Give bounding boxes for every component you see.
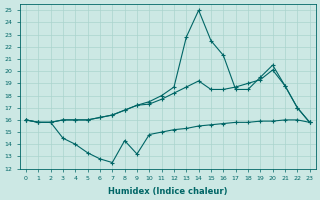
X-axis label: Humidex (Indice chaleur): Humidex (Indice chaleur) <box>108 187 228 196</box>
